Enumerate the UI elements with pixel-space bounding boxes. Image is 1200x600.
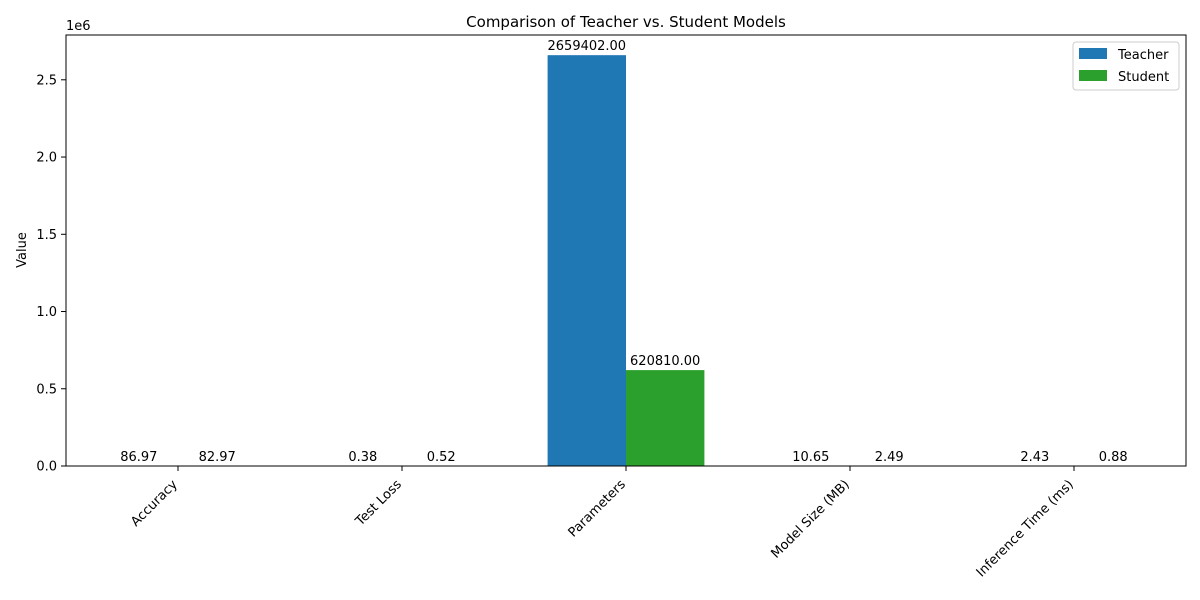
- y-axis: 0.0 0.5 1.0 1.5 2.0 2.5: [36, 73, 66, 475]
- data-label-student-0: 82.97: [199, 450, 236, 465]
- y-tick-label-1: 0.5: [36, 382, 57, 397]
- y-axis-label: Value: [15, 232, 30, 268]
- data-label-student-2: 620810.00: [630, 354, 700, 369]
- data-labels-layer: 86.97 0.38 2659402.00 10.65 2.43 82.97 0.52 620…: [120, 39, 1127, 465]
- legend-label-student: Student: [1118, 70, 1169, 85]
- y-tick-label-4: 2.0: [36, 151, 57, 166]
- y-tick-label-2: 1.0: [36, 305, 57, 320]
- data-label-teacher-3: 10.65: [792, 450, 829, 465]
- bars-layer: [99, 55, 1153, 467]
- x-tick-label-2: Parameters: [566, 477, 629, 540]
- y-tick-label-0: 0.0: [36, 460, 57, 475]
- x-tick-label-0: Accuracy: [128, 477, 181, 530]
- x-axis: Accuracy Test Loss Parameters Model Size (M…: [128, 466, 1077, 580]
- data-label-student-1: 0.52: [427, 450, 456, 465]
- plot-frame: [65, 34, 1187, 467]
- data-label-teacher-1: 0.38: [348, 450, 377, 465]
- legend-swatch-teacher: [1079, 48, 1107, 59]
- legend-swatch-student: [1079, 70, 1107, 81]
- y-axis-offset-label: 1e6: [66, 19, 91, 34]
- x-tick-label-4: Inference Time (ms): [974, 477, 1077, 580]
- bar-student-2: [626, 370, 705, 466]
- data-label-teacher-0: 86.97: [120, 450, 157, 465]
- bar-teacher-2: [547, 55, 626, 467]
- legend-label-teacher: Teacher: [1117, 48, 1169, 63]
- y-tick-label-3: 1.5: [36, 228, 57, 243]
- data-label-teacher-4: 2.43: [1020, 450, 1049, 465]
- data-label-teacher-2: 2659402.00: [548, 39, 627, 54]
- chart-title: Comparison of Teacher vs. Student Models: [466, 13, 786, 31]
- data-label-student-3: 2.49: [875, 450, 904, 465]
- x-tick-label-1: Test Loss: [352, 477, 405, 530]
- data-label-student-4: 0.88: [1099, 450, 1128, 465]
- y-tick-label-5: 2.5: [36, 73, 57, 88]
- legend: Teacher Student: [1072, 41, 1180, 91]
- x-tick-label-3: Model Size (MB): [768, 477, 852, 561]
